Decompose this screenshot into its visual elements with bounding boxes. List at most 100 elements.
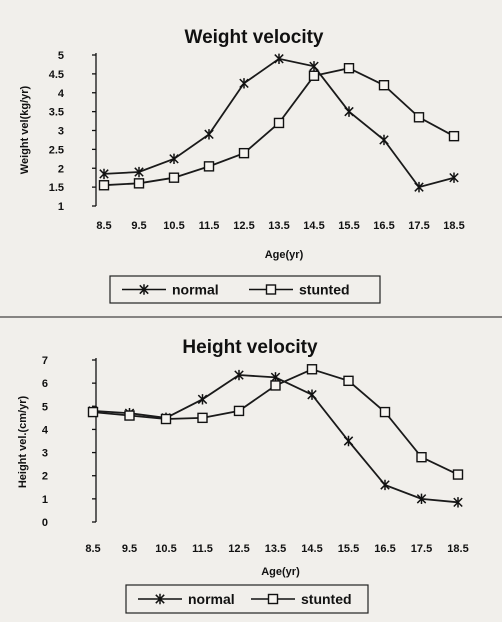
- x-tick-label: 17.5: [408, 220, 429, 232]
- data-point-stunted: [416, 452, 427, 463]
- y-tick-label: 3: [42, 448, 48, 460]
- data-point-stunted: [378, 79, 390, 91]
- y-axis-label: Height vel.(cm/yr): [17, 396, 29, 489]
- legend-marker: [139, 284, 149, 295]
- data-point-normal: [234, 369, 244, 381]
- x-tick-label: 11.5: [192, 543, 213, 555]
- height-velocity-chart: Height velocity 0 1 2 3 4 5 6 7 Height vel.(cm/yr…: [17, 337, 469, 614]
- data-point-normal: [414, 181, 424, 193]
- data-point-stunted: [343, 375, 354, 387]
- data-point-stunted: [160, 413, 172, 425]
- data-point-normal: [309, 61, 319, 72]
- data-point-stunted: [308, 70, 320, 81]
- y-tick-label: 6: [42, 378, 48, 390]
- data-point-normal: [344, 106, 354, 117]
- data-point-stunted: [168, 172, 180, 183]
- bottom-panel-background: [0, 318, 502, 622]
- y-tick-label: 3: [58, 126, 64, 138]
- legend-box: [125, 584, 369, 614]
- x-tick-label: 8.5: [96, 220, 111, 232]
- legend-label: normal: [172, 282, 219, 298]
- data-point-stunted: [343, 63, 355, 74]
- legend-entry-stunted: stunted: [251, 591, 352, 607]
- legend-label: normal: [188, 591, 235, 607]
- x-tick-label: 14.5: [303, 220, 324, 232]
- chart-title: Weight velocity: [184, 27, 323, 48]
- series-normal: [99, 53, 459, 193]
- x-tick-label: 15.5: [338, 220, 359, 232]
- y-tick-label: 3.5: [49, 107, 64, 119]
- legend-marker: [155, 593, 165, 605]
- series-stunted: [87, 364, 464, 480]
- data-point-normal: [449, 172, 459, 183]
- data-point-stunted: [87, 406, 99, 418]
- x-axis-label: Age(yr): [265, 249, 304, 261]
- y-tick-label: 4: [58, 88, 65, 100]
- y-axis-label: Weight vel(kg/yr): [19, 85, 31, 174]
- data-point-stunted: [133, 178, 145, 189]
- x-tick-label: 15.5: [338, 543, 359, 555]
- x-tick-label: 9.5: [131, 220, 146, 232]
- x-tick-label: 18.5: [447, 543, 468, 555]
- y-tick-label: 1.5: [49, 182, 64, 194]
- legend: normal stunted: [125, 584, 369, 614]
- legend-entry-normal: normal: [138, 591, 235, 607]
- data-point-normal: [197, 394, 208, 405]
- x-tick-label: 17.5: [411, 543, 432, 555]
- x-tick-label: 13.5: [265, 543, 286, 555]
- x-tick-label: 10.5: [155, 543, 176, 555]
- data-point-stunted: [270, 380, 281, 391]
- data-point-normal: [274, 53, 284, 64]
- x-tick-label: 13.5: [268, 220, 289, 232]
- data-point-stunted: [124, 410, 135, 421]
- x-tick-label: 11.5: [199, 220, 220, 232]
- data-point-stunted: [448, 130, 460, 142]
- data-point-stunted: [203, 161, 215, 172]
- legend-entry-stunted: stunted: [249, 282, 350, 298]
- x-tick-label: 9.5: [122, 543, 137, 555]
- y-tick-label: 0: [42, 517, 48, 529]
- legend-entry-normal: normal: [122, 282, 219, 298]
- data-point-stunted: [273, 117, 285, 129]
- data-point-stunted: [238, 147, 250, 159]
- y-tick-label: 2.5: [49, 144, 64, 156]
- data-point-stunted: [379, 406, 391, 418]
- data-point-normal: [169, 153, 179, 165]
- y-tick-label: 4: [42, 424, 49, 436]
- x-tick-label: 18.5: [443, 220, 464, 232]
- x-tick-label: 16.5: [374, 543, 395, 555]
- data-point-normal: [380, 479, 390, 491]
- data-point-stunted: [306, 364, 318, 375]
- x-tick-label: 14.5: [301, 543, 322, 555]
- data-point-stunted: [233, 405, 245, 417]
- legend-marker: [265, 284, 277, 295]
- data-point-stunted: [452, 469, 464, 480]
- legend-marker: [267, 593, 279, 605]
- data-point-normal: [416, 493, 427, 505]
- x-tick-label: 10.5: [163, 220, 184, 232]
- y-tick-label: 7: [42, 355, 48, 367]
- x-tick-label: 12.5: [228, 543, 249, 555]
- series-stunted: [98, 63, 460, 191]
- chart-title: Height velocity: [182, 337, 318, 358]
- y-tick-label: 1: [58, 201, 64, 213]
- top-panel-background: [0, 0, 502, 316]
- data-point-normal: [307, 389, 317, 400]
- x-tick-label: 12.5: [233, 220, 254, 232]
- legend-box: [109, 275, 381, 304]
- y-tick-label: 5: [58, 50, 64, 62]
- data-point-normal: [134, 166, 144, 178]
- x-tick-label: 8.5: [85, 543, 100, 555]
- x-tick-label: 16.5: [373, 220, 394, 232]
- data-point-stunted: [413, 112, 425, 123]
- legend: normal stunted: [109, 275, 381, 304]
- y-tick-label: 2: [42, 471, 48, 483]
- y-tick-label: 5: [42, 401, 48, 413]
- data-point-normal: [239, 78, 249, 89]
- data-point-normal: [343, 435, 354, 447]
- data-point-normal: [99, 168, 109, 180]
- x-axis-label: Age(yr): [261, 566, 300, 578]
- data-point-normal: [204, 129, 214, 140]
